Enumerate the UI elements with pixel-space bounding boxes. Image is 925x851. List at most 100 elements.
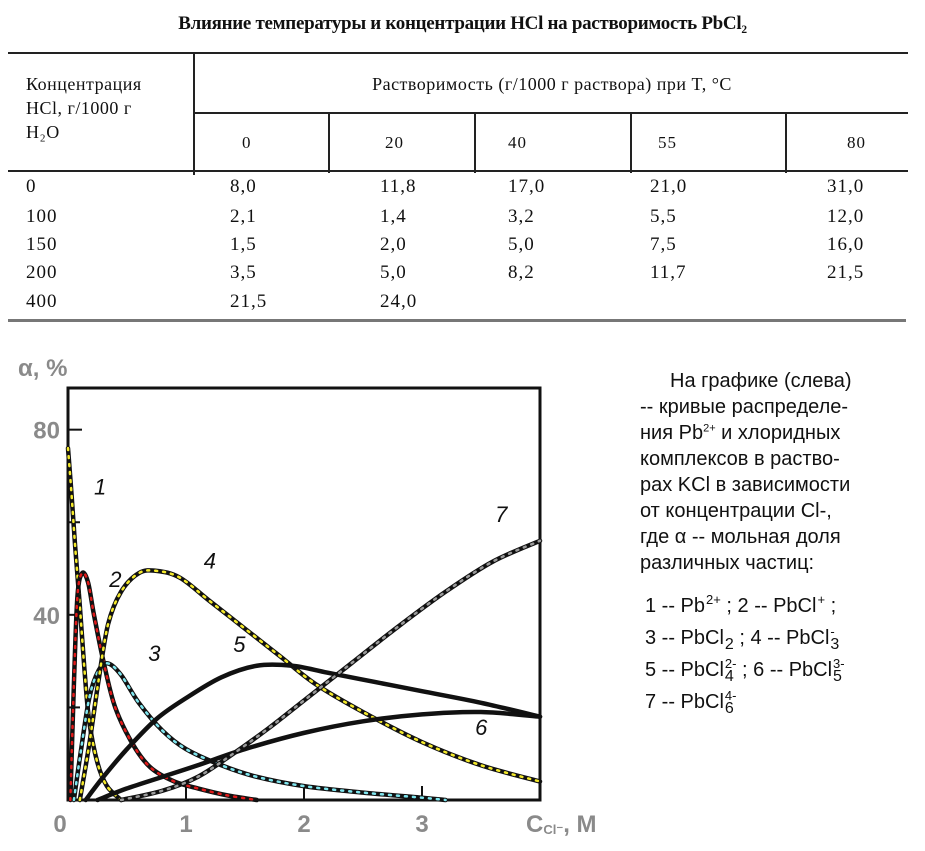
note-line: различных частиц: bbox=[640, 552, 815, 574]
header-bottom-rule bbox=[8, 170, 908, 172]
distribution-chart: 80 40 0 1 2 3 α, % CCl⁻, M 1 2 3 4 5 6 7 bbox=[18, 355, 597, 838]
formula-charge-index: 4- 6 bbox=[724, 687, 737, 717]
curve-label-3: 3 bbox=[148, 641, 161, 666]
solubility-cell: 31,0 bbox=[827, 176, 865, 197]
col-divider bbox=[328, 113, 330, 173]
table-bottom-rule bbox=[8, 319, 906, 322]
legend-item-2: 2 -- PbCl + bbox=[738, 591, 826, 617]
solubility-cell: 21,0 bbox=[650, 176, 688, 197]
solubility-cell: 17,0 bbox=[508, 176, 546, 197]
solubility-cell: 8,0 bbox=[230, 176, 257, 197]
concentration-cell: 0 bbox=[26, 176, 37, 197]
solubility-cell: 12,0 bbox=[827, 206, 865, 227]
solubility-cell: 2,1 bbox=[230, 206, 257, 227]
solubility-cell: 1,5 bbox=[230, 234, 257, 255]
row-header-line: H₂O bbox=[26, 122, 60, 142]
curve-label-1: 1 bbox=[94, 474, 106, 499]
curve-6 bbox=[95, 709, 543, 803]
legend-item-7: 7 -- PbCl 4- 6 bbox=[645, 687, 737, 717]
concentration-cell: 100 bbox=[26, 206, 58, 227]
curve-2-dots bbox=[69, 571, 259, 802]
solubility-cell: 2,0 bbox=[380, 234, 407, 255]
note-line: -- кривые распределе- bbox=[640, 396, 849, 418]
legend-item-4: 4 -- PbCl -3 bbox=[750, 623, 840, 653]
x-axis-label: CCl⁻, M bbox=[526, 811, 597, 838]
solubility-cell: 3,5 bbox=[230, 262, 257, 283]
formula-charge-index: 2+ bbox=[706, 591, 721, 607]
side-panel: На графике (слева) -- кривые распределе-… bbox=[640, 368, 922, 718]
curve-label-5: 5 bbox=[233, 632, 246, 657]
curve-label-2: 2 bbox=[108, 567, 121, 592]
note-line: где α -- мольная доля bbox=[640, 526, 841, 548]
solubility-cell: 16,0 bbox=[827, 234, 865, 255]
temperature-header: 40 bbox=[508, 133, 527, 152]
formula-charge-index: 2- 4 bbox=[724, 655, 737, 685]
legend-item-6: 6 -- PbCl 3- 5 bbox=[753, 655, 845, 685]
chart-description: На графике (слева) -- кривые распределе-… bbox=[640, 368, 922, 576]
concentration-cell: 200 bbox=[26, 262, 58, 283]
row-header: Концентрация HCl, г/1000 г H₂O bbox=[26, 72, 142, 144]
legend-item-1: 1 -- Pb 2+ bbox=[645, 591, 721, 617]
solubility-cell: 8,2 bbox=[508, 262, 535, 283]
y-tick-label: 40 bbox=[33, 603, 60, 630]
legend-item-5: 5 -- PbCl 2- 4 bbox=[645, 655, 737, 685]
note-text: и хлоридных bbox=[715, 422, 841, 444]
solubility-cell: 21,5 bbox=[827, 262, 865, 283]
solubility-cell: 1,4 bbox=[380, 206, 407, 227]
solubility-cell: 21,5 bbox=[230, 291, 268, 312]
legend-line: 1 -- Pb 2+ ; 2 -- PbCl + ; bbox=[645, 590, 922, 622]
y-tick-label: 80 bbox=[33, 418, 60, 445]
curve-7 bbox=[118, 538, 543, 803]
legend-item-3: 3 -- PbCl 2 bbox=[645, 627, 734, 653]
solubility-cell: 11,7 bbox=[650, 262, 687, 283]
table-top-rule bbox=[8, 52, 908, 54]
note-sup: 2+ bbox=[703, 422, 716, 435]
solubility-cell: 5,0 bbox=[508, 234, 535, 255]
note-line: На графике (слева) bbox=[670, 370, 852, 392]
solubility-cell: 7,5 bbox=[650, 234, 677, 255]
formula-charge-index: 3- 5 bbox=[833, 655, 845, 685]
col-divider bbox=[630, 113, 632, 173]
x-tick-label: 0 bbox=[53, 811, 66, 838]
col-divider bbox=[785, 113, 787, 173]
legend-line: 7 -- PbCl 4- 6 bbox=[645, 686, 922, 718]
formula-charge-index: -3 bbox=[830, 623, 840, 653]
note-text: ния Pb bbox=[640, 422, 704, 444]
temperature-header: 55 bbox=[658, 133, 677, 152]
curve-label-4: 4 bbox=[204, 549, 216, 574]
curve-label-6: 6 bbox=[475, 715, 488, 740]
temperature-header: 20 bbox=[385, 133, 404, 152]
x-tick-label: 1 bbox=[179, 811, 192, 838]
concentration-cell: 150 bbox=[26, 234, 58, 255]
curve-5 bbox=[83, 662, 543, 803]
formula-charge-index: + bbox=[817, 591, 826, 607]
curve-4-dots bbox=[78, 569, 542, 802]
note-line: комплексов в раство- bbox=[640, 448, 840, 470]
x-tick-label: 3 bbox=[415, 811, 428, 838]
note-line: ния Pb2+ и хлоридных bbox=[640, 420, 922, 446]
temperature-header: 0 bbox=[242, 133, 252, 152]
formula-charge-index: 2 bbox=[724, 635, 734, 653]
legend-line: 3 -- PbCl 2 ; 4 -- PbCl -3 bbox=[645, 623, 840, 653]
solubility-cell: 5,0 bbox=[380, 262, 407, 283]
y-axis-label: α, % bbox=[18, 355, 67, 382]
solubility-cell: 24,0 bbox=[380, 291, 418, 312]
note-line: от концентрации Cl-, bbox=[640, 500, 832, 522]
col-divider bbox=[193, 53, 195, 175]
note-line: рах KCl в зависимости bbox=[640, 474, 851, 496]
solubility-cell: 3,2 bbox=[508, 206, 535, 227]
table-title: Влияние температуры и концентрации HCl н… bbox=[178, 13, 747, 34]
group-header: Растворимость (г/1000 г раствора) при T,… bbox=[372, 74, 732, 94]
x-tick-label: 2 bbox=[297, 811, 310, 838]
curve-label-7: 7 bbox=[495, 502, 508, 527]
curve-3-dots bbox=[72, 662, 447, 802]
col-divider bbox=[474, 113, 476, 173]
legend-line: 5 -- PbCl 2- 4 ; 6 -- PbCl 3- 5 bbox=[645, 655, 845, 685]
concentration-cell: 400 bbox=[26, 291, 58, 312]
row-header-line: HCl, г/1000 г bbox=[26, 98, 132, 118]
solubility-cell: 5,5 bbox=[650, 206, 677, 227]
group-header-rule bbox=[194, 112, 908, 114]
row-header-line: Концентрация bbox=[26, 74, 142, 94]
temperature-header: 80 bbox=[847, 133, 866, 152]
